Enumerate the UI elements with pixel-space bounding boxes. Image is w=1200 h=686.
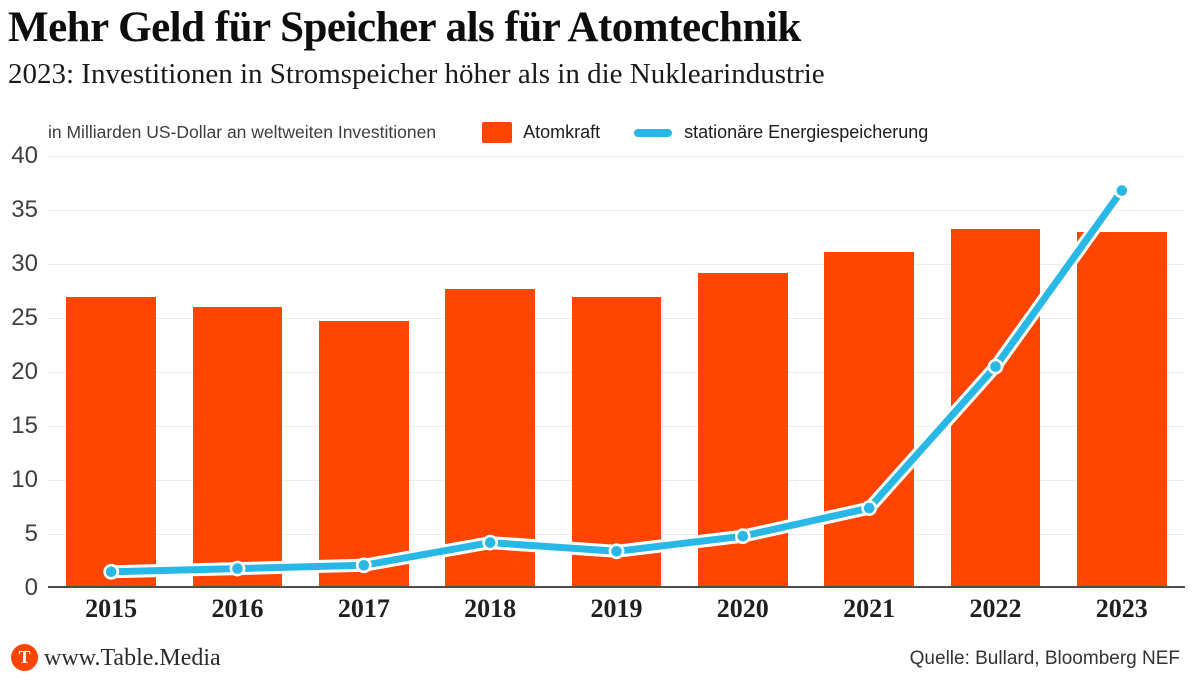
bar-cell-2017 <box>301 156 427 588</box>
x-axis-label-2022: 2022 <box>969 594 1022 623</box>
legend-label-atomkraft: Atomkraft <box>523 122 601 142</box>
table-media-logo-letter: T <box>18 647 31 667</box>
line-series-swatch <box>634 128 673 137</box>
line-white-casing <box>104 184 1129 579</box>
bar-2019 <box>571 297 662 588</box>
line-point-2021 <box>861 500 878 516</box>
gridline-35 <box>48 210 1185 211</box>
bar-2015 <box>66 297 156 588</box>
x-axis-label-2023: 2023 <box>1095 594 1148 623</box>
x-axis-baseline <box>48 586 1185 588</box>
gridline-40 <box>48 156 1185 157</box>
y-axis-tick-0: 0 <box>24 574 38 601</box>
y-axis-tick-10: 10 <box>11 466 38 493</box>
bar-cell-2019 <box>553 156 679 588</box>
legend: in Milliarden US-Dollar an weltweiten In… <box>48 122 928 143</box>
y-axis-labels: 40 35 30 25 20 15 10 5 0 <box>0 142 38 601</box>
legend-label-speicher: stationäre Energiespeicherung <box>684 122 929 142</box>
line-point-2017 <box>355 557 372 574</box>
line-point-2018 <box>482 534 499 551</box>
bar-cell-2023 <box>1059 156 1185 588</box>
bar-2023 <box>1076 231 1167 588</box>
x-axis-label-2018: 2018 <box>464 594 517 623</box>
bar-cell-2015 <box>48 156 174 588</box>
storage-line <box>107 187 1126 576</box>
line-series <box>103 182 1130 580</box>
y-axis-tick-5: 5 <box>24 520 38 547</box>
bar-cell-2021 <box>806 156 932 588</box>
footer-site-label: www.Table.Media <box>44 645 221 671</box>
y-axis-tick-20: 20 <box>11 358 38 385</box>
line-point-2022 <box>987 358 1004 375</box>
axis-unit-note: in Milliarden US-Dollar an weltweiten In… <box>48 122 437 142</box>
y-axis-tick-35: 35 <box>11 196 38 223</box>
y-axis-tick-25: 25 <box>11 304 38 331</box>
chart-title: Mehr Geld für Speicher als für Atomtechn… <box>8 4 801 51</box>
chart-subtitle: 2023: Investitionen in Stromspeicher höh… <box>8 58 825 90</box>
bar-2017 <box>318 321 409 588</box>
y-axis-tick-30: 30 <box>11 250 38 277</box>
footer-source-credit: Quelle: Bullard, Bloomberg NEF <box>909 648 1180 669</box>
x-axis-label-2021: 2021 <box>843 594 896 623</box>
plot-area <box>48 156 1185 588</box>
line-point-2019 <box>608 543 625 560</box>
line-point-2016 <box>229 560 246 577</box>
line-point-2023 <box>1113 182 1130 199</box>
bar-series-swatch <box>482 122 513 143</box>
line-point-2020 <box>734 528 751 545</box>
x-axis-label-2019: 2019 <box>590 594 643 623</box>
legend-item-atomkraft: Atomkraft <box>482 122 600 143</box>
x-axis-label-2017: 2017 <box>337 594 390 623</box>
bar-cell-2016 <box>174 156 300 588</box>
x-axis-labels: 2015 2016 2017 2018 2019 2020 2021 2022 2023 <box>48 594 1185 624</box>
y-axis-tick-15: 15 <box>11 412 38 439</box>
gridline-30 <box>48 264 1185 265</box>
bar-2016 <box>192 307 283 588</box>
y-axis-tick-40: 40 <box>11 142 38 169</box>
x-axis-label-2015: 2015 <box>85 594 138 623</box>
x-axis-label-2016: 2016 <box>211 594 264 623</box>
table-media-logo: T <box>11 644 38 671</box>
x-axis-label-2020: 2020 <box>716 594 769 623</box>
legend-item-speicher: stationäre Energiespeicherung <box>634 122 928 143</box>
line-point-2015 <box>103 563 120 580</box>
bar-2021 <box>824 252 914 588</box>
